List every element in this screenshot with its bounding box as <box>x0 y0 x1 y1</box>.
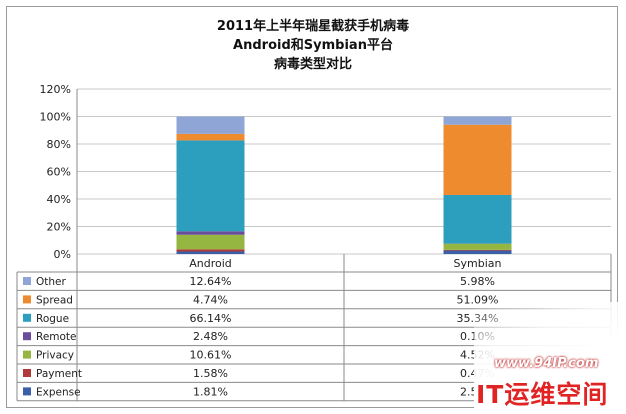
data-label: 12.64% <box>190 275 232 288</box>
data-label: 1.58% <box>193 367 228 380</box>
data-label: 2.48% <box>193 330 228 343</box>
data-label: 1.81% <box>193 385 228 398</box>
y-tick-label: 20% <box>47 221 71 234</box>
chart-title-line-2: Android和Symbian平台 <box>233 38 393 53</box>
data-label: 4.74% <box>193 293 228 306</box>
category-label: Android <box>189 257 232 270</box>
chart-plot: 0% 20% 40% 60% 80% 100% 120% Android Symbian Othe… <box>16 83 612 402</box>
data-label: 10.61% <box>190 349 232 362</box>
chart-title-line-1: 2011年上半年瑞星截获手机病毒 <box>216 19 410 34</box>
watermark-site: www.94IP.com <box>494 356 599 371</box>
y-tick-label: 60% <box>47 166 71 179</box>
legend-swatch <box>23 350 31 359</box>
legend-swatch <box>23 277 31 285</box>
legend-label: Rogue <box>36 313 69 325</box>
legend-swatch <box>23 369 31 377</box>
y-tick-label: 80% <box>47 138 71 151</box>
bar-rogue-android <box>176 140 245 232</box>
bar-other-android <box>176 116 245 134</box>
chart-title: 2011年上半年瑞星截获手机病毒 Android和Symbian平台 病毒类型对… <box>7 17 619 74</box>
legend-swatch <box>23 295 31 304</box>
data-label: 66.14% <box>190 312 232 325</box>
chart-title-line-3: 病毒类型对比 <box>273 57 352 72</box>
bar-spread-android <box>176 133 245 141</box>
legend-label: Other <box>36 276 66 288</box>
legend-swatch <box>23 313 31 322</box>
category-label: Symbian <box>454 257 502 270</box>
legend-label: Privacy <box>36 350 74 362</box>
bar-remote-android <box>176 231 245 235</box>
bar-privacy-android <box>176 234 245 250</box>
bar-other-symbian <box>443 116 512 125</box>
y-tick-label: 120% <box>40 83 71 96</box>
bar-expense-symbian <box>443 250 512 254</box>
bar-payment-symbian <box>443 249 512 251</box>
legend-label: Remote <box>36 331 77 343</box>
bar-payment-android <box>176 249 245 252</box>
bar-expense-android <box>176 251 245 254</box>
watermark-backdrop <box>474 302 626 414</box>
legend-label: Spread <box>36 294 73 306</box>
chart-frame: 2011年上半年瑞星截获手机病毒 Android和Symbian平台 病毒类型对… <box>6 6 618 408</box>
legend-swatch <box>23 332 31 341</box>
legend-label: Payment <box>36 368 82 380</box>
legend-label: Expense <box>36 386 81 398</box>
data-label: 5.98% <box>460 275 495 288</box>
y-tick-label: 100% <box>40 111 71 124</box>
watermark-brand: IT运维空间 <box>476 380 609 409</box>
bar-spread-symbian <box>443 124 512 195</box>
legend-swatch <box>23 387 31 396</box>
y-tick-label: 0% <box>54 248 71 261</box>
y-tick-label: 40% <box>47 193 71 206</box>
bar-rogue-symbian <box>443 194 512 244</box>
bar-privacy-symbian <box>443 243 512 250</box>
